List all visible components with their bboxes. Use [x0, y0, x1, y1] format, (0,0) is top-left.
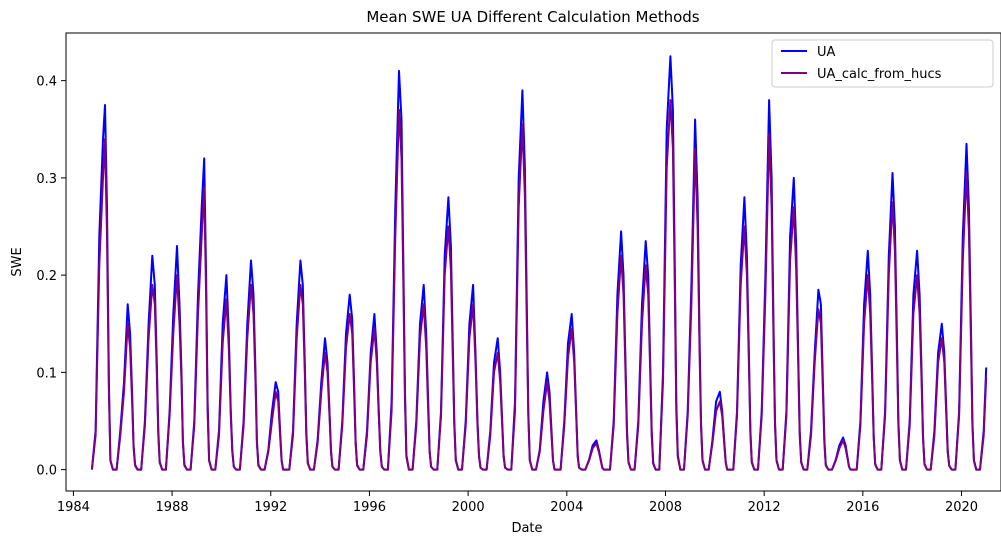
x-tick-label: 1992 [254, 500, 287, 515]
y-tick-label: 0.4 [36, 75, 57, 90]
y-tick-label: 0.1 [36, 366, 57, 381]
chart-title: Mean SWE UA Different Calculation Method… [366, 8, 699, 26]
y-tick-label: 0.2 [36, 269, 57, 284]
x-tick-label: 2004 [550, 500, 583, 515]
x-tick-label: 1988 [156, 500, 189, 515]
plot-frame [65, 32, 1001, 492]
x-axis: 1984 1988 1992 1996 2000 2004 2008 2012 2016 2020 [57, 491, 978, 515]
x-tick-label: 2020 [945, 500, 978, 515]
y-axis: 0.0 0.1 0.2 0.3 0.4 [36, 75, 66, 479]
x-tick-label: 1984 [57, 500, 90, 515]
x-tick-label: 2016 [846, 500, 879, 515]
legend: UA UA_calc_from_hucs [771, 39, 994, 88]
series-layer [90, 55, 988, 471]
y-axis-label: SWE [10, 247, 25, 276]
series-line-ua [90, 55, 988, 471]
x-tick-label: 2008 [649, 500, 682, 515]
x-tick-label: 2012 [748, 500, 781, 515]
y-tick-label: 0.3 [36, 172, 57, 187]
x-axis-label: Date [511, 521, 542, 536]
legend-box [771, 39, 994, 88]
x-tick-label: 1996 [353, 500, 386, 515]
legend-label-ua-calc-from-hucs: UA_calc_from_hucs [817, 67, 942, 82]
x-tick-label: 2000 [452, 500, 485, 515]
legend-label-ua: UA [817, 45, 836, 60]
y-tick-label: 0.0 [36, 464, 57, 479]
series-line-ua-calc-from-hucs [90, 99, 988, 471]
